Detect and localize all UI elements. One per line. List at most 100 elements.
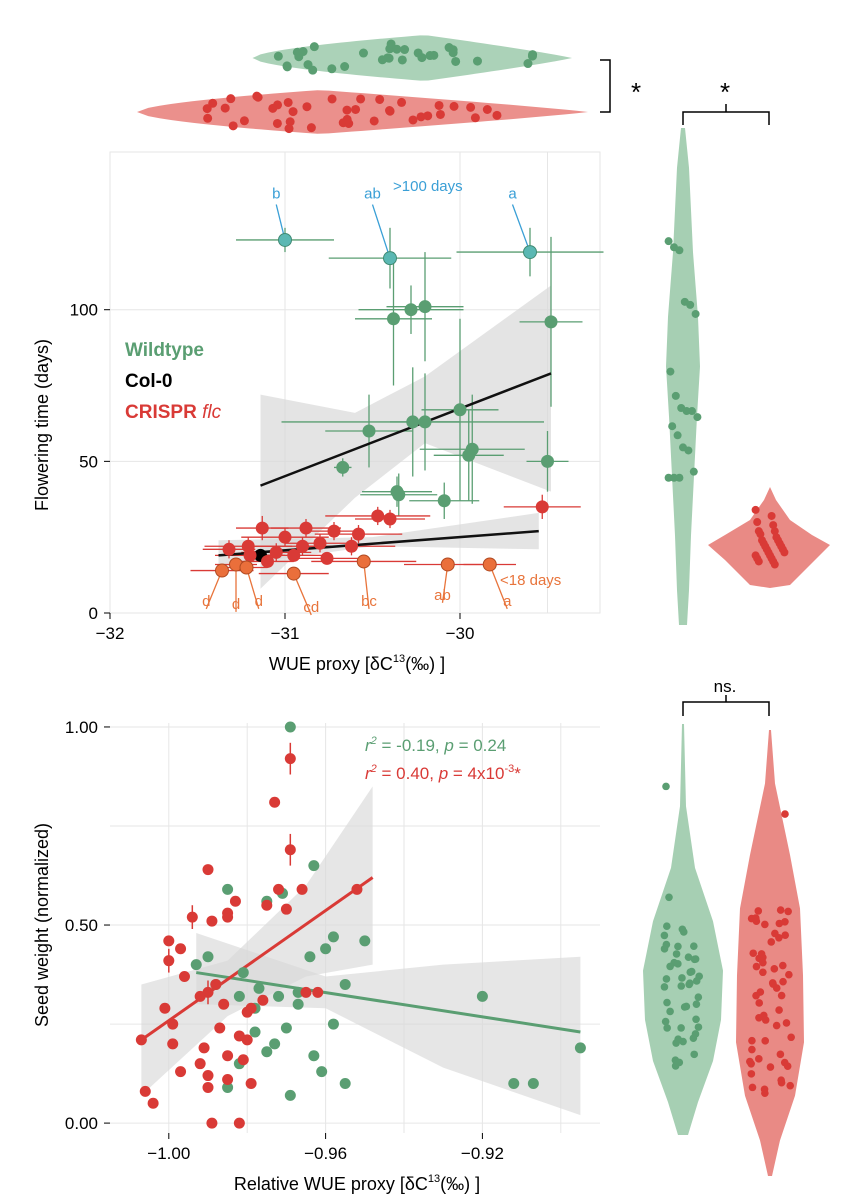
violin-dot-seed-wildtype: [678, 974, 686, 982]
seed-weight-panel: −1.00 −0.96 −0.92 0.00 0.50 1.00 Seed weight …: [32, 718, 600, 1194]
seed-point-wildtype: [222, 1081, 234, 1093]
seed-point-crispr-flc: [269, 796, 281, 808]
early-highlight-point: [215, 563, 229, 578]
flowering-x-tick-label: −30: [446, 624, 475, 643]
top-dot-wildtype: [273, 51, 283, 61]
early-group-letter: cd: [303, 599, 319, 616]
flowering-point-crispr-flc: [313, 536, 327, 550]
seed-point-wildtype: [253, 982, 265, 994]
early-group-letter: d: [202, 593, 210, 610]
violin-dot-seed-crispr: [780, 1058, 789, 1067]
violin-dot-seed-crispr: [779, 961, 787, 970]
violin-dot-flowering-crispr: [756, 530, 765, 539]
violin-dot-seed-wildtype: [666, 962, 674, 971]
flowering-point-wildtype: [392, 488, 406, 502]
seed-axes: −1.00 −0.96 −0.92 0.00 0.50 1.00: [65, 718, 504, 1163]
legend-wildtype: Wildtype: [125, 340, 204, 361]
top-dot-crispr: [416, 112, 426, 122]
violin-dot-seed-crispr: [786, 1081, 795, 1090]
top-dot-crispr: [288, 107, 298, 117]
top-dot-crispr: [208, 98, 218, 108]
seed-point-crispr-flc: [245, 1077, 257, 1089]
violin-dot-seed-wildtype: [678, 925, 687, 934]
seed-point-crispr-flc: [167, 1038, 179, 1050]
violin-dot-flowering-crispr: [753, 518, 762, 527]
violin-top-crispr: [137, 90, 588, 134]
seed-point-crispr-flc: [280, 903, 292, 915]
flowering-point-crispr-flc: [287, 548, 301, 562]
violin-dot-flowering-wildtype: [673, 431, 682, 440]
seed-point-crispr-flc: [186, 911, 198, 923]
seed-fit-line: [196, 971, 581, 1034]
violin-dot-seed-crispr: [785, 970, 793, 979]
flowering-point-crispr-flc: [327, 524, 341, 538]
stat-crispr: r2 = 0.40, p = 4x10-3*: [365, 763, 521, 783]
top-dot-crispr: [220, 103, 230, 113]
violin-dot-seed-crispr: [746, 1057, 754, 1066]
flowering-point-crispr-flc: [222, 542, 236, 556]
seed-x-tick-label: −0.92: [461, 1144, 504, 1163]
early-highlight-point: [286, 566, 301, 581]
flowering-point-wildtype: [437, 494, 451, 508]
flowering-y-tick-label: 100: [70, 301, 98, 320]
flowering-x-tick-label: −32: [96, 624, 125, 643]
top-dot-wildtype: [527, 51, 537, 61]
early-group-letter: ab: [434, 587, 451, 604]
flowering-fit-line: [260, 372, 552, 487]
top-sig-bracket: [600, 59, 611, 113]
violin-dot-seed-wildtype: [660, 983, 669, 991]
violin-dot-seed-wildtype: [666, 1007, 674, 1016]
top-dot-wildtype: [386, 39, 396, 49]
violin-dot-seed-crispr: [784, 907, 792, 916]
top-dot-crispr: [252, 91, 262, 101]
seed-point-crispr-flc: [222, 1050, 234, 1062]
flowering-point-crispr-flc: [299, 521, 313, 535]
violin-dot-seed-crispr: [752, 962, 761, 971]
top-dot-crispr: [283, 97, 293, 107]
top-dot-crispr: [239, 116, 249, 126]
top-dot-crispr: [342, 114, 352, 124]
flowering-point-crispr-flc: [352, 527, 365, 541]
seed-point-wildtype: [574, 1042, 586, 1054]
top-dot-crispr: [284, 124, 294, 134]
violin-dot-flowering-crispr: [780, 548, 789, 557]
violin-dot-flowering-wildtype: [693, 413, 702, 422]
seed-point-wildtype: [292, 986, 304, 998]
flowering-point-crispr-flc: [345, 539, 358, 553]
flowering-point-crispr-flc: [371, 509, 385, 523]
violin-dot-seed-wildtype: [663, 922, 671, 931]
early-label-leader: [293, 573, 312, 616]
violin-dot-seed-crispr: [761, 920, 769, 929]
early-highlight-point: [440, 557, 455, 572]
violin-dot-flowering-wildtype: [688, 407, 696, 416]
seed-fit-line: [140, 876, 374, 1042]
violin-dot-flowering-wildtype: [668, 422, 677, 431]
violin-dot-seed-wildtype: [663, 1024, 671, 1032]
violin-dot-seed-crispr: [781, 810, 789, 818]
top-dot-wildtype: [327, 64, 337, 74]
violin-dot-seed-crispr: [759, 968, 767, 977]
seed-data-points: [135, 721, 586, 1129]
stat-wildtype: r2 = -0.19, p = 0.24: [365, 735, 506, 755]
seed-point-crispr-flc: [229, 895, 241, 907]
seed-point-wildtype: [222, 883, 234, 895]
seed-point-wildtype: [527, 1077, 539, 1089]
seed-x-tick-label: −0.96: [304, 1144, 347, 1163]
top-dot-crispr: [482, 104, 492, 114]
annotation-late-flowering: >100 days: [393, 178, 463, 195]
violin-seed-crispr: [736, 730, 804, 1176]
top-dot-wildtype: [282, 62, 292, 72]
violin-dot-seed-wildtype: [692, 977, 701, 985]
late-highlight-point: [278, 232, 292, 247]
violin-dot-seed-crispr: [752, 917, 761, 926]
flowering-point-crispr-flc: [383, 512, 397, 526]
violin-dot-seed-crispr: [755, 1013, 763, 1022]
violin-dot-seed-wildtype: [661, 1017, 670, 1026]
violin-dot-seed-wildtype: [692, 1000, 701, 1008]
violin-dot-seed-wildtype: [691, 955, 700, 963]
seed-point-crispr-flc: [257, 994, 269, 1006]
seed-x-axis-label: Relative WUE proxy [δC13(‰) ]: [234, 1173, 480, 1194]
violin-dot-seed-crispr: [776, 1050, 785, 1059]
top-dot-crispr: [375, 94, 385, 104]
flowering-point-crispr-flc: [269, 545, 283, 559]
